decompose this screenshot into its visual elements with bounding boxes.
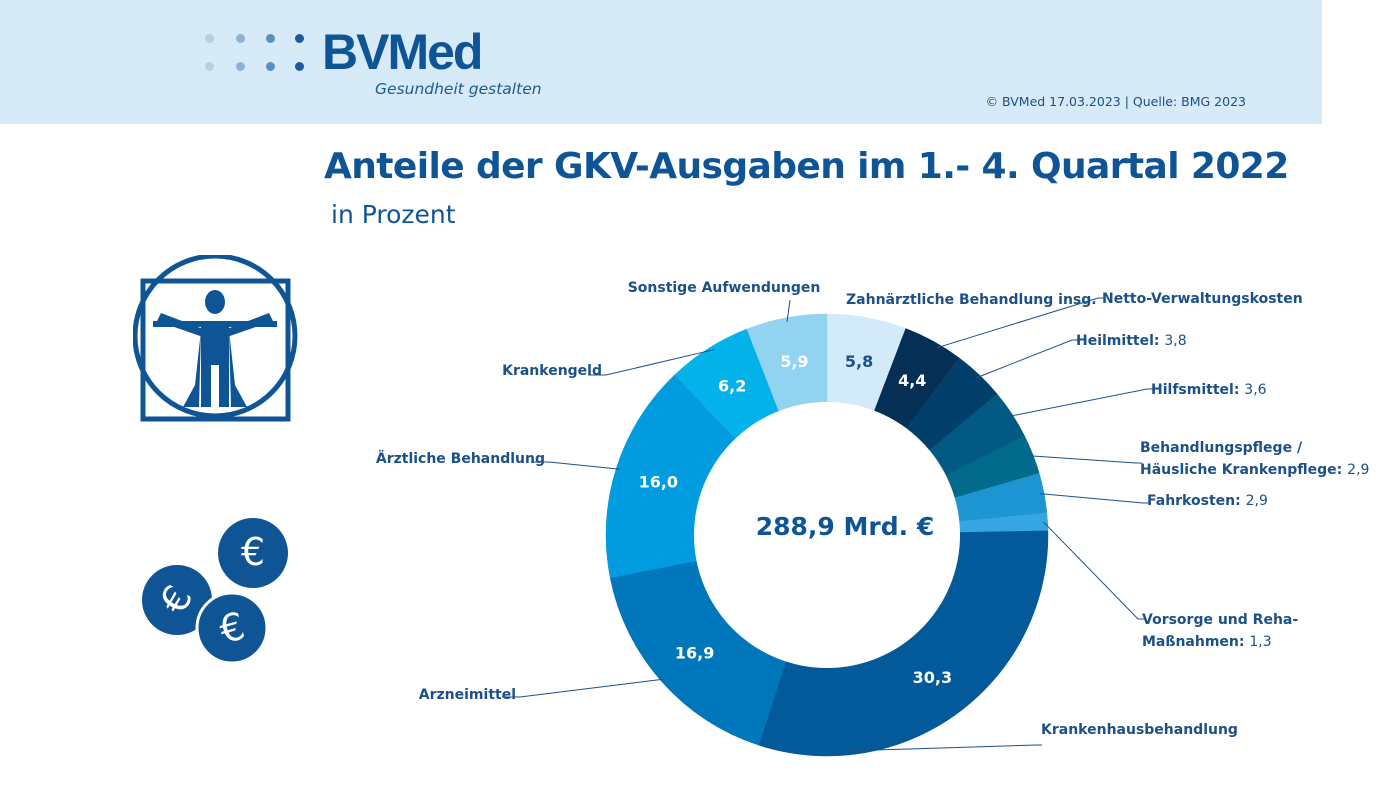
label-krankenhausbehandlung: Krankenhausbehandlung xyxy=(1041,722,1238,738)
euro-coins-icon: € € € xyxy=(142,518,288,665)
value-label-krankengeld: 6,2 xyxy=(718,377,746,396)
label-arztliche-behandlung: Ärztliche Behandlung xyxy=(376,450,545,467)
value-label-behandlungspflege-hausliche-krankenpflege: 2,9 xyxy=(1347,462,1369,478)
label-vorsorge-und-reha-massnahmen: Vorsorge und Reha-Maßnahmen: 1,3 xyxy=(1142,612,1298,650)
value-label-vorsorge-und-reha-massnahmen: 1,3 xyxy=(1249,634,1271,650)
leader-line-heilmittel xyxy=(976,339,1078,379)
center-total-label: 288,9 Mrd. € xyxy=(756,512,934,541)
header-band: BVMed Gesundheit gestalten © BVMed 17.03… xyxy=(0,0,1322,124)
logo-dots-icon xyxy=(205,34,305,74)
value-label-hilfsmittel: 3,6 xyxy=(1244,382,1266,398)
label-hilfsmittel: Hilfsmittel: 3,6 xyxy=(1151,382,1267,398)
label-netto-verwaltungskosten: Netto-Verwaltungskosten xyxy=(1102,291,1303,307)
value-label-netto-verwaltungskosten: 4,4 xyxy=(898,371,926,390)
leader-line-arztliche-behandlung xyxy=(531,461,621,470)
source-copyright: © BVMed 17.03.2023 | Quelle: BMG 2023 xyxy=(985,94,1246,109)
leader-line-behandlungspflege-hausliche-krankenpflege xyxy=(1028,455,1142,464)
label-behandlungspflege-hausliche-krankenpflege: Behandlungspflege / Häusliche Krankenpfle… xyxy=(1140,440,1369,478)
value-label-fahrkosten: 2,9 xyxy=(1246,493,1268,509)
vitruvian-man-icon xyxy=(133,255,298,422)
leader-line-fahrkosten xyxy=(1039,493,1149,504)
label-fahrkosten: Fahrkosten: 2,9 xyxy=(1147,493,1268,509)
value-label-krankenhausbehandlung: 30,3 xyxy=(913,668,952,687)
label-arzneimittel: Arzneimittel xyxy=(419,687,516,703)
leader-line-arzneimittel xyxy=(502,678,665,698)
value-label-heilmittel: 3,8 xyxy=(1164,333,1186,349)
leader-line-vorsorge-und-reha-massnahmen xyxy=(1043,521,1144,620)
leader-line-netto-verwaltungskosten xyxy=(936,297,1104,349)
donut-hole xyxy=(694,402,960,668)
leader-line-hilfsmittel xyxy=(1008,388,1153,417)
logo-tagline: Gesundheit gestalten xyxy=(375,80,542,98)
value-label-arztliche-behandlung: 16,0 xyxy=(639,472,678,491)
label-zahnarztliche-behandlung-insg: Zahnärztliche Behandlung insg. xyxy=(846,292,1097,308)
label-sonstige-aufwendungen: Sonstige Aufwendungen xyxy=(628,280,821,296)
logo-wordmark: BVMed xyxy=(322,24,483,80)
chart-title: Anteile der GKV-Ausgaben im 1.- 4. Quart… xyxy=(324,146,1289,187)
value-label-sonstige-aufwendungen: 5,9 xyxy=(780,352,808,371)
label-heilmittel: Heilmittel: 3,8 xyxy=(1076,333,1187,349)
chart-subtitle: in Prozent xyxy=(331,200,456,229)
leader-line-krankenhausbehandlung xyxy=(849,744,1042,752)
svg-text:€: € xyxy=(241,530,265,574)
value-label-arzneimittel: 16,9 xyxy=(675,643,714,662)
value-label-zahnarztliche-behandlung-insg: 5,8 xyxy=(845,352,873,371)
leader-line-sonstige-aufwendungen xyxy=(786,299,791,322)
leader-line-krankengeld xyxy=(588,349,715,376)
label-krankengeld: Krankengeld xyxy=(502,363,602,379)
